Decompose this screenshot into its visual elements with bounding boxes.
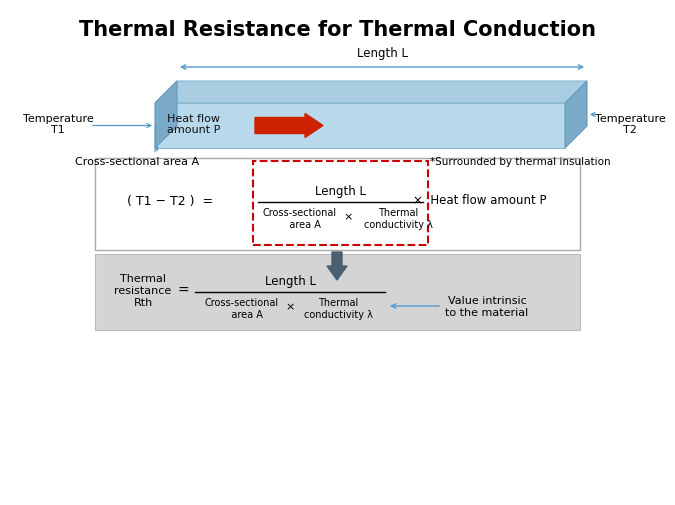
Polygon shape: [155, 82, 177, 148]
Text: *Surrounded by thermal insulation: *Surrounded by thermal insulation: [430, 157, 611, 167]
Text: Heat flow
amount P: Heat flow amount P: [167, 114, 220, 135]
Polygon shape: [155, 104, 565, 148]
FancyArrow shape: [255, 114, 323, 138]
Text: Cross-sectional area A: Cross-sectional area A: [75, 157, 199, 167]
Polygon shape: [565, 82, 587, 148]
Text: Thermal
conductivity λ: Thermal conductivity λ: [364, 208, 433, 229]
Polygon shape: [155, 82, 587, 104]
Text: Cross-sectional
   area A: Cross-sectional area A: [205, 297, 279, 319]
Text: Cross-sectional
   area A: Cross-sectional area A: [263, 208, 337, 229]
Bar: [95, 159, 580, 250]
Text: Length L: Length L: [315, 184, 366, 197]
Text: Thermal
conductivity λ: Thermal conductivity λ: [304, 297, 373, 319]
Text: ( T1 − T2 )  =: ( T1 − T2 ) =: [127, 194, 213, 207]
Text: Length L: Length L: [356, 47, 408, 60]
Text: ×: ×: [286, 301, 295, 312]
Text: Temperature
T2: Temperature T2: [595, 114, 666, 135]
Text: ×  Heat flow amount P: × Heat flow amount P: [413, 194, 547, 207]
Text: Value intrinsic
to the material: Value intrinsic to the material: [446, 295, 529, 317]
Text: ×: ×: [344, 212, 353, 222]
FancyArrow shape: [327, 252, 347, 280]
Bar: [95, 255, 580, 330]
Text: Thermal Resistance for Thermal Conduction: Thermal Resistance for Thermal Conductio…: [78, 20, 595, 40]
Bar: [253, 162, 428, 245]
Text: Temperature
T1: Temperature T1: [23, 114, 93, 135]
Text: =: =: [177, 283, 189, 297]
Text: Thermal
resistance
Rth: Thermal resistance Rth: [114, 274, 171, 307]
Text: Length L: Length L: [265, 274, 315, 287]
